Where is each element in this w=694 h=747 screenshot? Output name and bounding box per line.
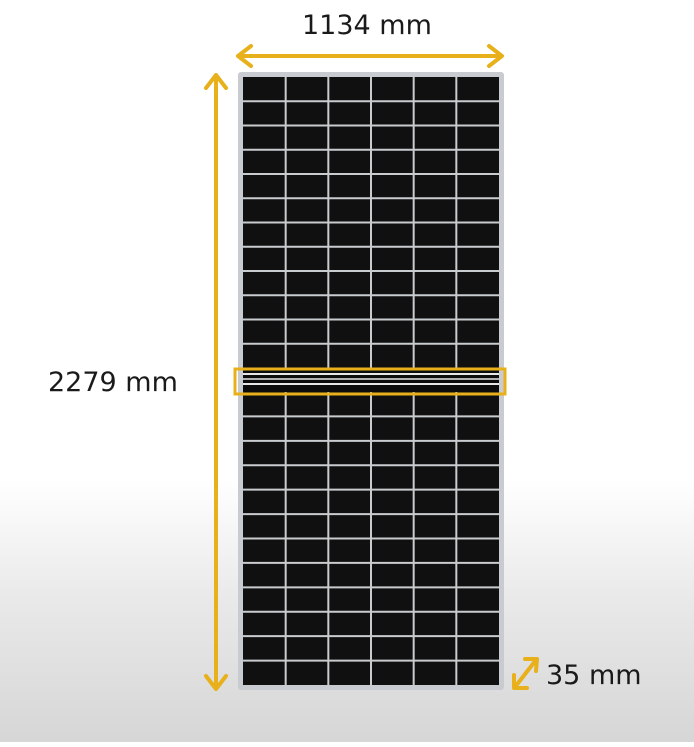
- junction-highlight-box: [233, 367, 507, 396]
- double-arrow-horizontal-icon: [236, 44, 504, 68]
- junction-strip: [243, 368, 499, 392]
- depth-dimension-label: 35 mm: [546, 660, 642, 691]
- double-arrow-vertical-icon: [204, 73, 228, 691]
- width-dimension-label: 1134 mm: [302, 10, 432, 41]
- cell-grid: [243, 77, 499, 685]
- double-arrow-diagonal-icon: [512, 657, 539, 690]
- height-dimension-label: 2279 mm: [48, 367, 178, 398]
